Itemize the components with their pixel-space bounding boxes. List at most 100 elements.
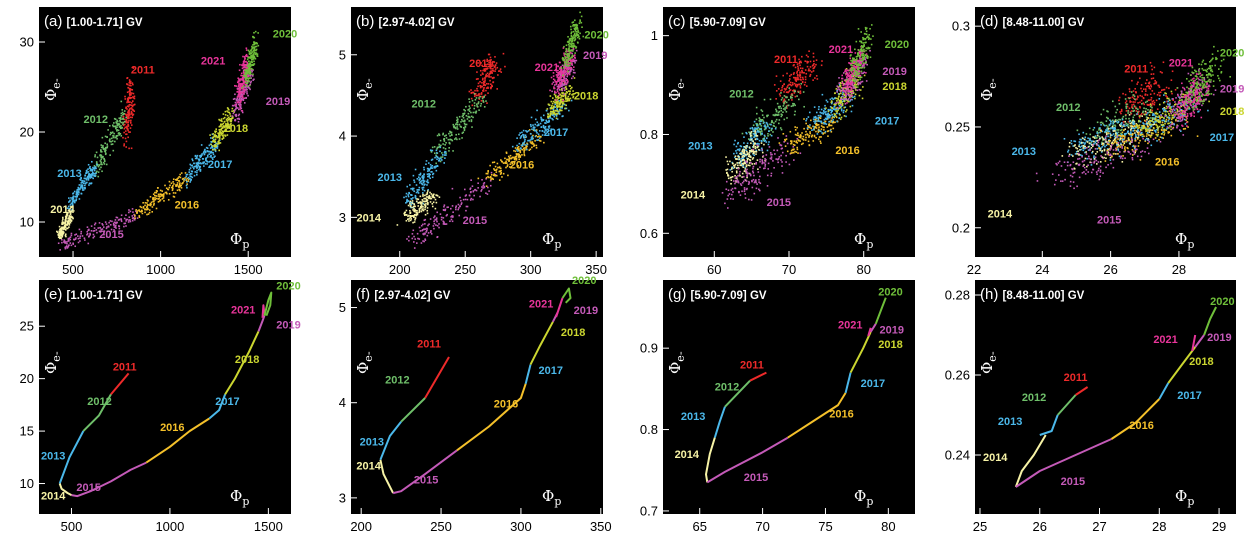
data-point [67, 244, 70, 247]
data-point [564, 83, 566, 86]
data-point [405, 195, 407, 198]
data-point [210, 143, 213, 146]
data-point [778, 156, 781, 158]
data-point [508, 166, 511, 168]
data-point [129, 113, 131, 116]
data-point [727, 163, 730, 166]
data-point [254, 57, 257, 60]
data-point [478, 93, 481, 95]
data-point [767, 143, 770, 146]
data-point [863, 71, 866, 74]
data-point [246, 80, 249, 83]
data-point [843, 100, 846, 103]
data-point [558, 92, 560, 94]
data-point [66, 220, 68, 223]
data-point [485, 89, 487, 92]
data-point [422, 186, 425, 189]
data-point [85, 172, 87, 174]
data-point [560, 98, 563, 100]
data-point [112, 125, 115, 128]
data-point [549, 107, 552, 110]
data-point [436, 211, 439, 214]
data-point [428, 197, 430, 199]
data-point [566, 91, 569, 94]
data-point [827, 116, 830, 119]
data-point [102, 144, 104, 147]
data-point [83, 177, 86, 180]
plot-area [349, 5, 605, 259]
data-point [118, 134, 120, 136]
series-2015 [406, 171, 497, 249]
data-point [435, 155, 438, 158]
data-point [563, 74, 566, 77]
data-point [749, 173, 752, 176]
panel-title: (b) [2.97-4.02] GV [356, 13, 455, 30]
data-point [211, 148, 214, 151]
data-point [126, 127, 129, 130]
data-point [797, 152, 799, 154]
data-point [435, 149, 438, 152]
data-point [568, 42, 571, 45]
data-point [810, 71, 813, 73]
data-point [87, 171, 90, 173]
data-point [450, 207, 452, 210]
data-point [751, 140, 754, 142]
data-point [164, 191, 167, 194]
data-point [565, 107, 568, 110]
data-point [161, 194, 163, 197]
data-point [84, 182, 87, 185]
data-point [149, 203, 152, 206]
data-point [434, 218, 436, 221]
data-point [72, 243, 75, 245]
data-point [518, 148, 520, 150]
data-point [432, 201, 435, 204]
data-point [485, 73, 488, 76]
data-point [410, 203, 413, 206]
data-point [560, 94, 563, 97]
data-point [222, 117, 225, 120]
data-point [109, 223, 112, 226]
data-point [490, 171, 493, 174]
data-point [68, 200, 71, 203]
data-point [255, 42, 258, 44]
data-point [465, 105, 467, 108]
data-point [438, 134, 441, 136]
data-point [247, 78, 250, 80]
data-point [94, 173, 96, 175]
data-point [486, 58, 489, 61]
data-point [459, 196, 461, 199]
data-point [463, 108, 465, 111]
data-point [791, 148, 794, 151]
data-point [830, 100, 833, 102]
data-point [833, 113, 836, 115]
series-2021 [233, 47, 252, 112]
data-point [427, 196, 430, 198]
data-point [490, 173, 493, 176]
data-point [551, 117, 553, 120]
data-point [181, 178, 184, 180]
data-point [818, 106, 820, 108]
data-point [174, 192, 177, 194]
data-point [204, 151, 207, 154]
data-point [475, 103, 478, 106]
data-point [523, 153, 526, 155]
data-point [796, 72, 798, 74]
data-point [237, 120, 240, 123]
data-point [787, 104, 790, 107]
data-point [573, 35, 575, 37]
data-point [861, 97, 864, 100]
data-point [206, 163, 208, 165]
data-point [511, 157, 513, 159]
data-point [756, 135, 759, 137]
data-point [566, 67, 569, 69]
data-point [433, 196, 436, 199]
data-point [850, 94, 852, 96]
data-point [726, 198, 729, 200]
data-point [804, 78, 807, 81]
data-point [461, 137, 463, 139]
data-point [517, 153, 519, 156]
data-point [126, 125, 128, 128]
data-point [565, 72, 568, 75]
data-point [801, 69, 803, 72]
data-point [417, 198, 420, 201]
